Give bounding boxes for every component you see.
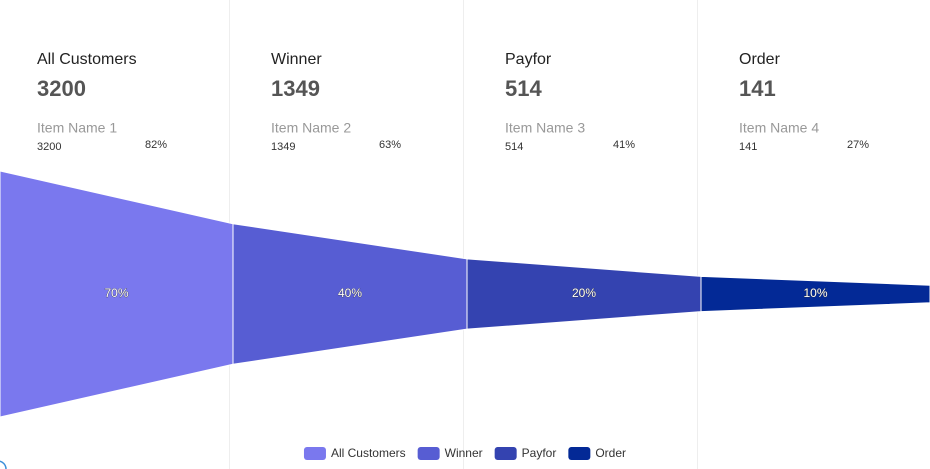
segment-label: 10% [803,286,827,300]
funnel-segment [700,275,930,313]
stage-value: 3200 [37,76,86,101]
legend-label[interactable]: All Customers [331,446,406,460]
item-name: Item Name 2 [271,120,351,136]
item-value: 514 [505,141,523,153]
item-rate: 41% [613,139,635,151]
legend-swatch[interactable] [303,447,326,460]
segment-label: 20% [572,286,596,300]
stage-value: 141 [739,76,776,101]
legend-label[interactable]: Order [595,446,626,460]
segment-label: 70% [104,286,128,300]
item-rate: 63% [379,139,401,151]
corner-button[interactable] [0,460,7,469]
stage-value: 1349 [271,76,320,101]
segment-label: 40% [338,286,362,300]
legend-swatch[interactable] [494,447,517,460]
item-value: 3200 [37,141,61,153]
legend-label[interactable]: Payfor [522,446,557,460]
item-rate: 27% [847,139,869,151]
legend-swatch[interactable] [568,447,591,460]
stage-title: All Customers [37,51,137,68]
stage-title: Winner [271,51,322,68]
item-name: Item Name 4 [739,120,819,136]
stage-title: Order [739,51,781,68]
item-value: 1349 [271,141,295,153]
item-value: 141 [739,141,757,153]
legend-label[interactable]: Winner [445,446,483,460]
stage-title: Payfor [505,51,552,68]
item-rate: 82% [145,139,167,151]
item-name: Item Name 1 [37,120,117,136]
stage-value: 514 [505,76,542,101]
legend-swatch[interactable] [417,447,440,460]
item-name: Item Name 3 [505,120,585,136]
